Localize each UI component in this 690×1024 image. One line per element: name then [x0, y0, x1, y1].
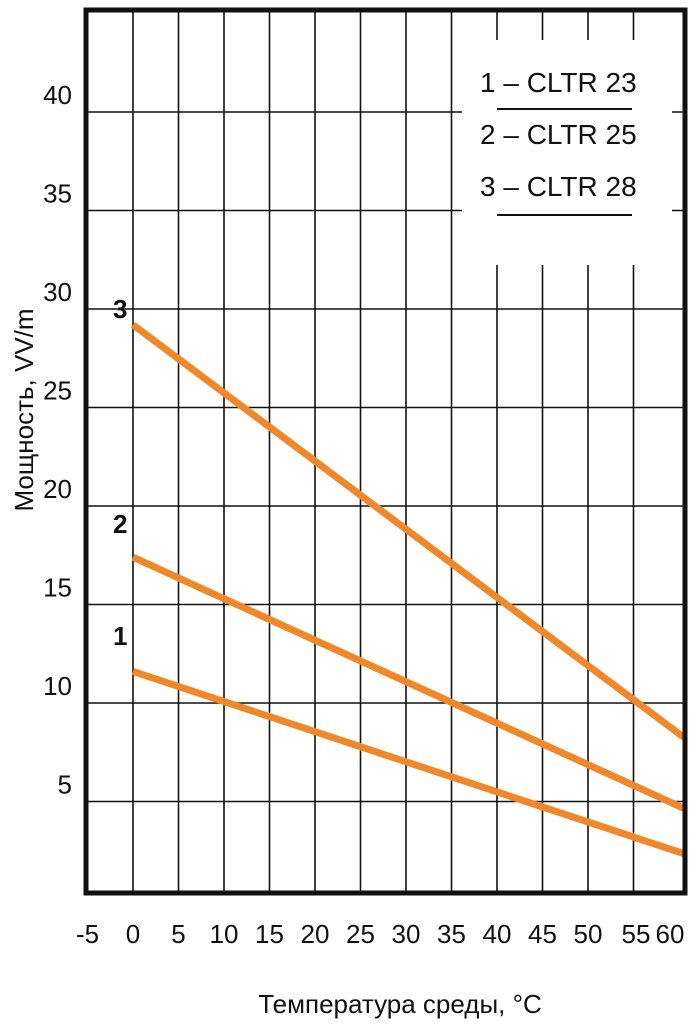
series-line-1 [131, 668, 686, 858]
y-tick-label: 40 [43, 80, 72, 110]
series-label-1: 1 [113, 621, 127, 651]
legend-entry-1: 1 – CLTR 23 [480, 67, 637, 98]
y-tick-label: 5 [58, 770, 72, 800]
legend-entry-2: 2 – CLTR 25 [480, 119, 637, 150]
x-axis-title: Температура среды, °C [258, 989, 542, 1019]
x-tick-label: -5 [76, 919, 99, 949]
horizontal-gridlines [86, 111, 685, 803]
legend-background [462, 40, 672, 265]
x-tick-labels: -5 0 5 10 15 20 25 30 35 40 45 50 55 60 [76, 919, 685, 949]
y-tick-labels: 5 10 15 20 25 30 35 40 [43, 80, 72, 800]
x-tick-label: 15 [255, 919, 284, 949]
x-tick-label: 55 [622, 919, 651, 949]
x-tick-label: 45 [528, 919, 557, 949]
x-tick-label: 25 [346, 919, 375, 949]
y-tick-label: 30 [43, 277, 72, 307]
series-number-labels: 1 2 3 [113, 294, 127, 651]
x-tick-label: 60 [656, 919, 685, 949]
series-lines [130, 321, 687, 858]
y-tick-label: 25 [43, 376, 72, 406]
x-tick-label: 10 [210, 919, 239, 949]
series-label-3: 3 [113, 294, 127, 324]
legend: 1 – CLTR 23 2 – CLTR 25 3 – CLTR 28 [480, 67, 637, 216]
plot-frame [83, 7, 688, 896]
x-tick-label: 0 [126, 919, 140, 949]
y-tick-label: 10 [43, 671, 72, 701]
x-tick-label: 40 [483, 919, 512, 949]
y-tick-label: 20 [43, 474, 72, 504]
legend-entry-3: 3 – CLTR 28 [480, 171, 637, 202]
y-tick-label: 35 [43, 179, 72, 209]
y-axis-title: Мощность, VV/m [9, 308, 39, 511]
x-tick-label: 30 [392, 919, 421, 949]
x-tick-label: 50 [574, 919, 603, 949]
series-line-2 [131, 554, 686, 812]
series-label-2: 2 [113, 509, 127, 539]
series-line-3 [130, 321, 687, 741]
x-tick-label: 5 [171, 919, 185, 949]
y-tick-label: 15 [43, 573, 72, 603]
x-tick-label: 35 [437, 919, 466, 949]
x-tick-label: 20 [301, 919, 330, 949]
